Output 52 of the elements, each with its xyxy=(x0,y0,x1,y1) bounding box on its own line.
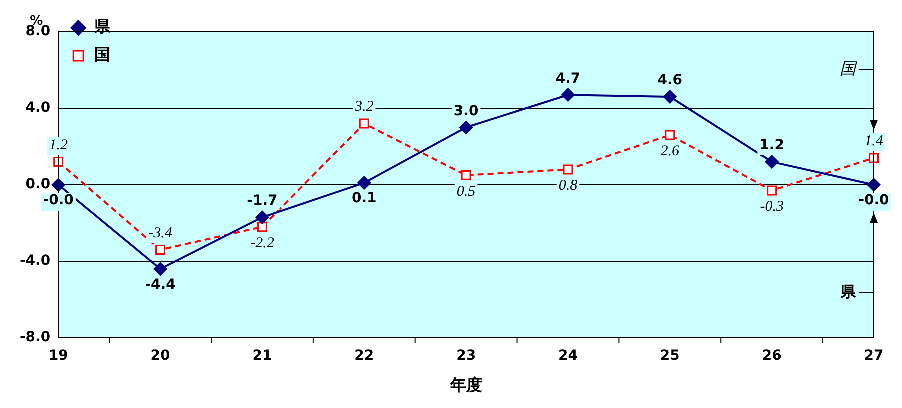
data-label: -2.2 xyxy=(250,236,275,252)
legend-label: 国 xyxy=(94,45,111,64)
annotation: 国 xyxy=(840,61,858,78)
data-label: 4.7 xyxy=(556,70,581,87)
point xyxy=(460,120,474,134)
data-label: 0.8 xyxy=(558,178,578,194)
data-label: -0.0 xyxy=(43,192,74,209)
x-tick-label: 20 xyxy=(150,348,171,364)
point xyxy=(54,157,64,168)
y-tick-label: 4.0 xyxy=(26,100,51,116)
data-label: 1.2 xyxy=(760,138,784,154)
point xyxy=(665,130,676,140)
x-tick-label: 23 xyxy=(456,348,476,364)
data-label: -0.0 xyxy=(858,192,890,209)
point xyxy=(561,88,575,102)
data-label: 1.2 xyxy=(49,137,68,154)
point xyxy=(156,245,166,256)
point xyxy=(767,186,778,196)
x-axis-title: 年度 xyxy=(449,376,482,395)
x-tick-label: 19 xyxy=(48,348,68,364)
x-tick-label: 27 xyxy=(864,348,884,364)
point xyxy=(765,155,779,169)
point xyxy=(869,153,879,164)
x-tick-label: 26 xyxy=(762,348,782,364)
y-tick-label: -8.0 xyxy=(20,330,51,346)
point xyxy=(563,164,574,175)
data-label: 3.0 xyxy=(454,103,479,120)
x-tick-label: 24 xyxy=(558,348,578,364)
x-tick-label: 22 xyxy=(354,348,374,364)
y-tick-label: 0.0 xyxy=(26,176,51,193)
point xyxy=(461,170,472,180)
y-tick-label: -4.0 xyxy=(20,253,51,270)
point xyxy=(257,222,268,232)
data-label: -3.4 xyxy=(148,225,173,242)
data-label: 0.1 xyxy=(352,190,377,207)
point xyxy=(359,118,370,129)
data-label: 1.4 xyxy=(864,134,884,150)
point xyxy=(154,262,168,276)
point xyxy=(663,90,677,104)
data-label: -4.4 xyxy=(145,276,176,293)
x-tick-label: 21 xyxy=(252,348,272,364)
point xyxy=(867,178,881,192)
data-label: 4.6 xyxy=(658,72,683,89)
x-tick-label: 25 xyxy=(660,348,680,364)
point xyxy=(358,176,372,190)
point xyxy=(256,210,270,224)
data-label: 2.6 xyxy=(660,144,680,160)
annotation: 県 xyxy=(840,282,857,301)
data-label: 0.5 xyxy=(456,184,476,200)
data-label: -0.3 xyxy=(760,199,784,216)
data-label: 3.2 xyxy=(354,99,374,116)
data-label: -1.7 xyxy=(247,193,278,210)
